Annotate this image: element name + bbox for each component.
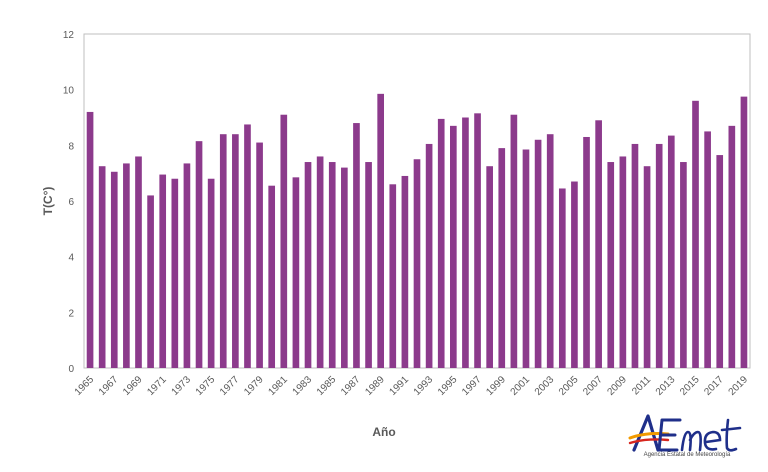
- bar-1992: [413, 159, 421, 368]
- bar-2009: [619, 156, 627, 368]
- x-tick-label: 2013: [654, 374, 678, 398]
- x-tick-label: 2003: [533, 374, 557, 398]
- y-axis-ticks: 0 2 4 6 8 10 12: [63, 30, 75, 375]
- bar-2007: [595, 120, 602, 369]
- bar-2015: [692, 100, 699, 369]
- bar-2005: [571, 181, 578, 368]
- bar-1980: [268, 185, 276, 368]
- bar-1967: [110, 171, 118, 368]
- bar-2003: [546, 134, 554, 368]
- bar-1989: [377, 93, 385, 368]
- bar-1994: [437, 118, 445, 369]
- x-tick-label: 1999: [484, 374, 508, 398]
- bar-2004: [558, 188, 566, 368]
- x-tick-label: 1987: [339, 374, 363, 398]
- bar-1997: [474, 113, 481, 368]
- bar-2002: [534, 139, 542, 368]
- x-tick-label: 1997: [460, 374, 484, 398]
- bar-1973: [183, 163, 191, 368]
- x-tick-label: 2009: [605, 374, 629, 398]
- bar-1977: [232, 134, 239, 368]
- y-tick-label: 10: [63, 86, 75, 97]
- x-tick-label: 2001: [509, 374, 533, 398]
- bar-1995: [449, 125, 457, 368]
- y-axis-title: T(C°): [41, 187, 55, 216]
- y-tick-label: 6: [68, 197, 74, 208]
- x-tick-label: 1971: [145, 374, 169, 398]
- x-tick-label: 1977: [218, 374, 242, 398]
- x-tick-label: 1995: [436, 374, 460, 398]
- bar-2006: [583, 136, 590, 368]
- bar-1982: [292, 177, 300, 368]
- bar-1983: [304, 162, 312, 368]
- bar-1985: [328, 162, 336, 368]
- bar-1993: [425, 143, 433, 368]
- bar-2010: [631, 143, 639, 368]
- bar-1972: [171, 178, 179, 368]
- bar-1984: [316, 156, 324, 368]
- bar-1969: [135, 156, 142, 368]
- bar-2013: [667, 135, 675, 368]
- x-tick-label: 2019: [727, 374, 751, 398]
- bar-1981: [280, 114, 288, 368]
- x-tick-label: 2017: [702, 374, 726, 398]
- bar-2008: [607, 162, 615, 368]
- bar-1965: [86, 111, 94, 368]
- x-tick-label: 2015: [678, 374, 702, 398]
- logo-caption: Agencia Estatal de Meteorología: [643, 452, 731, 458]
- bar-2001: [522, 149, 530, 368]
- x-tick-label: 1965: [73, 374, 97, 398]
- x-tick-label: 1979: [242, 374, 266, 398]
- bar-2019: [740, 96, 748, 368]
- bar-1975: [207, 178, 215, 368]
- aemet-logo: [628, 414, 742, 452]
- bars: [86, 93, 748, 369]
- y-tick-label: 0: [68, 364, 74, 375]
- bar-1999: [498, 148, 506, 368]
- x-axis-ticks: 1965 1967 1969 1971 1973 1975 1977 1979 1981 1983…: [73, 374, 751, 398]
- bar-2012: [655, 143, 663, 368]
- y-tick-label: 8: [68, 141, 74, 152]
- bar-1979: [256, 142, 263, 368]
- x-tick-label: 2011: [630, 374, 653, 397]
- bar-1968: [123, 163, 130, 368]
- x-tick-label: 1983: [291, 374, 315, 398]
- bar-1987: [353, 123, 360, 368]
- y-tick-label: 4: [68, 253, 74, 264]
- x-tick-label: 2007: [581, 374, 605, 398]
- bar-1966: [98, 166, 106, 368]
- bar-2017: [716, 155, 724, 368]
- bar-1998: [486, 166, 493, 368]
- x-tick-label: 1985: [315, 374, 339, 398]
- bar-2018: [728, 125, 736, 368]
- bar-1988: [365, 162, 372, 368]
- bar-2014: [680, 162, 687, 368]
- y-tick-label: 2: [68, 308, 74, 319]
- y-tick-label: 12: [63, 30, 75, 41]
- bar-1990: [389, 184, 397, 368]
- bar-2000: [510, 114, 518, 368]
- x-tick-label: 1975: [194, 374, 218, 398]
- x-tick-label: 1993: [412, 374, 436, 398]
- x-tick-label: 1973: [170, 374, 194, 398]
- x-tick-label: 1967: [97, 374, 121, 398]
- x-tick-label: 1981: [266, 374, 290, 398]
- bar-1974: [195, 141, 203, 368]
- bar-1986: [341, 167, 348, 368]
- bar-2016: [704, 131, 711, 368]
- bar-1978: [244, 124, 251, 368]
- x-axis-title: Año: [372, 425, 395, 439]
- bar-1991: [401, 175, 409, 368]
- bar-1970: [147, 195, 154, 368]
- x-tick-label: 1969: [121, 374, 145, 398]
- x-tick-label: 2005: [557, 374, 581, 398]
- bar-1976: [219, 134, 227, 368]
- bar-1971: [159, 174, 167, 368]
- bar-1996: [462, 117, 469, 368]
- x-tick-label: 1991: [388, 374, 412, 398]
- x-tick-label: 1989: [363, 374, 387, 398]
- bar-2011: [643, 166, 651, 368]
